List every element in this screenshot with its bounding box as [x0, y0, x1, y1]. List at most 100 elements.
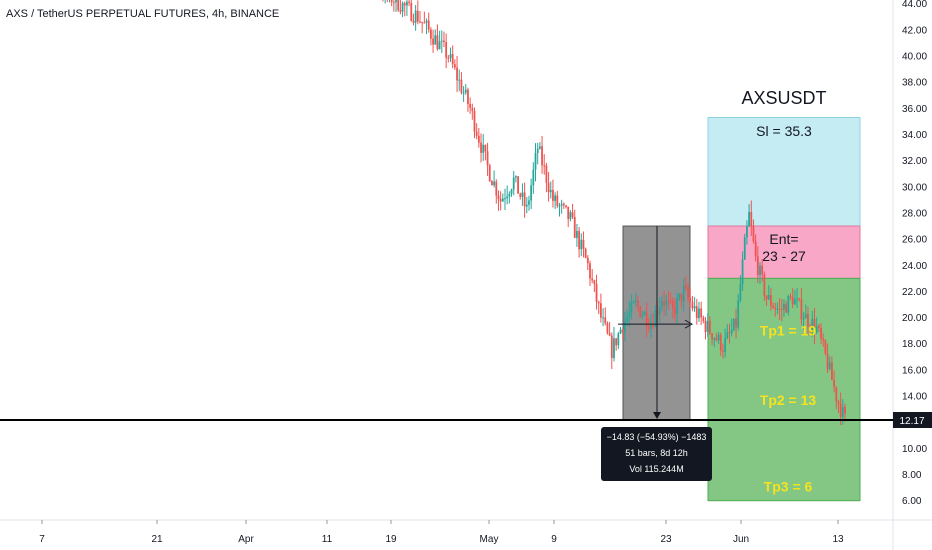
candle-body	[778, 308, 781, 310]
entry-label-line2: 23 - 27	[762, 248, 806, 264]
candle-body	[722, 350, 724, 352]
candle-body	[761, 265, 764, 275]
candle-body	[621, 329, 624, 333]
candle-body	[789, 296, 792, 298]
candle-body	[436, 35, 439, 50]
price-tick-label: 42.00	[902, 25, 927, 36]
candle-body	[560, 203, 563, 206]
candle-body	[643, 312, 646, 316]
candle-body	[774, 307, 777, 310]
measure-arrow-right-icon	[684, 319, 694, 329]
candle-body	[700, 308, 703, 318]
time-tick-label: 23	[660, 534, 672, 545]
candle-body	[514, 176, 517, 178]
candle-body	[580, 239, 583, 250]
candle-body	[538, 146, 541, 149]
target-label-2: Tp2 = 13	[760, 392, 817, 408]
candle-body	[763, 274, 766, 296]
candle-body	[802, 318, 805, 320]
candle-body	[438, 41, 441, 50]
candle-body	[652, 324, 655, 327]
candle-body	[584, 248, 587, 258]
candle-body	[691, 301, 694, 309]
candle-body	[654, 310, 657, 327]
price-tick-label: 6.00	[902, 496, 922, 507]
candle-body	[798, 298, 801, 300]
price-tick-label: 38.00	[902, 78, 927, 89]
candle-body	[451, 54, 454, 65]
candle-body	[726, 332, 729, 339]
candle-body	[674, 308, 676, 315]
candle-body	[536, 148, 539, 154]
candle-body	[392, 2, 395, 4]
candle-body	[567, 206, 570, 219]
candle-body	[706, 320, 709, 332]
candle-body	[458, 79, 461, 81]
candle-body	[610, 335, 613, 359]
candle-body	[617, 333, 620, 346]
candle-body	[680, 293, 683, 302]
candle-body	[565, 205, 567, 207]
candle-body	[445, 42, 448, 58]
candle-body	[759, 265, 761, 276]
candle-body	[804, 313, 807, 319]
candle-body	[689, 297, 692, 302]
price-tick-label: 30.00	[902, 182, 927, 193]
candle-body	[552, 189, 554, 201]
candle-body	[425, 20, 428, 23]
price-tick-label: 16.00	[902, 365, 927, 376]
candle-body	[419, 21, 421, 23]
candle-body	[608, 333, 611, 336]
time-tick-label: Jun	[733, 534, 749, 545]
stop-loss-zone[interactable]	[707, 116, 861, 227]
candle-body	[447, 57, 450, 59]
candle-body	[416, 10, 419, 22]
candle-body	[390, 0, 393, 3]
candle-body	[826, 353, 829, 370]
candle-body	[796, 298, 798, 300]
candle-body	[732, 318, 735, 331]
candle-body	[743, 237, 746, 260]
candle-body	[462, 92, 465, 94]
candle-body	[663, 301, 666, 306]
candle-body	[586, 257, 589, 264]
candle-body	[650, 324, 652, 329]
candle-body	[765, 295, 768, 300]
candle-body	[421, 21, 424, 23]
time-tick-label: Apr	[238, 534, 254, 545]
candle-body	[769, 295, 772, 306]
entry-zone[interactable]	[707, 225, 861, 279]
candle-body	[578, 230, 581, 250]
candle-body	[534, 153, 537, 170]
candle-body	[510, 189, 513, 194]
candle-body	[429, 29, 432, 39]
measure-tooltip-line: −14.83 (−54.93%) −1483	[607, 432, 707, 442]
candle-body	[741, 259, 744, 285]
candle-body	[469, 104, 472, 108]
candle-body	[547, 182, 550, 193]
candle-body	[820, 327, 822, 339]
candle-body	[661, 301, 663, 308]
target-zone[interactable]	[707, 277, 861, 502]
candle-body	[671, 300, 674, 309]
candle-body	[440, 40, 443, 42]
candle-body	[423, 22, 426, 24]
candle-body	[831, 362, 833, 381]
target-label-1: Tp1 = 19	[760, 323, 817, 339]
time-tick-label: 9	[551, 534, 557, 545]
candle-body	[449, 54, 452, 58]
price-tick-label: 8.00	[902, 470, 922, 481]
candle-body	[828, 362, 831, 370]
candle-body	[746, 226, 748, 238]
candle-body	[471, 107, 474, 111]
candle-body	[488, 165, 491, 182]
candle-body	[730, 330, 733, 333]
time-tick-label: May	[480, 534, 499, 545]
candle-body	[813, 318, 816, 333]
candle-body	[484, 144, 487, 152]
candle-body	[719, 334, 722, 351]
candle-body	[497, 195, 500, 200]
candle-body	[519, 193, 522, 197]
candle-body	[597, 301, 600, 304]
